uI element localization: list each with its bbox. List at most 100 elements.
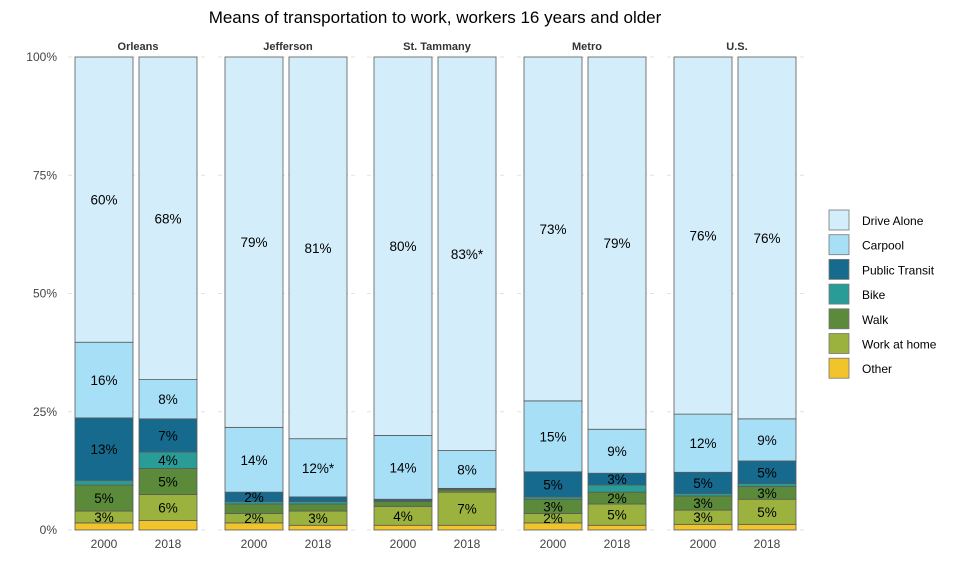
legend-label: Drive Alone [862,214,924,228]
data-label: 2% [244,511,264,526]
chart-title: Means of transportation to work, workers… [209,8,662,27]
legend-swatch [828,209,850,231]
legend-label: Carpool [862,239,904,253]
data-label: 3% [693,510,713,525]
x-tick-label: 2018 [604,537,631,551]
y-tick-label: 50% [33,287,57,301]
data-label: 3% [693,496,713,511]
data-label: 9% [607,444,627,459]
data-label: 4% [393,509,413,524]
x-tick-label: 2000 [241,537,268,551]
data-label: 12% [689,436,716,451]
data-label: 12%* [302,461,335,476]
bar-segment-drive-alone [224,56,284,428]
legend-item-public-transit: Public Transit [828,258,935,280]
x-tick-label: 2000 [540,537,567,551]
data-label: 3% [308,511,328,526]
bar-segment-walk [373,501,433,507]
data-label: 4% [158,453,178,468]
data-label: 3% [543,499,563,514]
data-label: 13% [90,442,117,457]
legend-swatch [828,234,850,256]
panel-title: Metro [572,41,602,53]
data-label: 76% [753,231,780,246]
data-label: 3% [607,472,627,487]
bar-segment-walk [224,503,284,514]
bar-segment-bike [74,479,134,486]
data-label: 83%* [451,247,484,262]
data-label: 5% [757,505,777,520]
legend-label: Walk [862,313,889,327]
data-label: 15% [539,429,566,444]
data-label: 7% [158,428,178,443]
data-label: 3% [757,486,777,501]
y-axis: 0% 25% 50% 75% 100% [26,50,57,537]
panel-orleans: Orleans 3% 5% 13% 16% 60% 2000 6% 5% 4% 7% 8% 68% 201… [74,41,198,551]
bar-segment-drive-alone [288,56,348,440]
x-tick-label: 2000 [390,537,417,551]
data-label: 3% [94,510,114,525]
bar-segment-drive-alone [737,56,797,420]
legend-item-carpool: Carpool [828,234,904,256]
legend-label: Work at home [862,338,937,352]
data-label: 80% [389,239,416,254]
x-tick-label: 2000 [690,537,717,551]
bar-segment-carpool [737,418,797,462]
legend-item-other: Other [828,357,892,379]
x-tick-label: 2018 [305,537,332,551]
data-label: 2% [543,511,563,526]
bar-segment-drive-alone [74,56,134,343]
bar-segment-carpool [288,438,348,498]
legend: Drive Alone Carpool Public Transit Bike Walk… [828,209,937,379]
bar-segment-carpool [373,434,433,500]
data-label: 79% [603,236,630,251]
bar-segment-walk [138,468,198,495]
bar-segment-carpool [138,379,198,420]
data-label: 8% [457,462,477,477]
legend-item-bike: Bike [828,283,886,305]
bar-segment-work-at-home [138,494,198,521]
legend-swatch [828,258,850,280]
data-label: 76% [689,229,716,244]
legend-swatch [828,333,850,354]
bar-segment-work-at-home [737,498,797,525]
legend-label: Other [862,362,892,376]
data-label: 16% [90,373,117,388]
panel-st-tammany: St. Tammany 4% 14% 80% 2000 7% 8% 83%* 2018 [373,41,497,551]
data-label: 81% [304,241,331,256]
bar-segment-drive-alone [138,56,198,380]
y-tick-label: 75% [33,168,57,182]
data-label: 2% [244,490,264,505]
legend-swatch [828,283,850,305]
data-label: 5% [543,477,563,492]
data-label: 8% [158,392,178,407]
data-label: 60% [90,193,117,208]
panel-title: Jefferson [263,41,313,53]
bar-segment-carpool [74,341,134,419]
x-tick-label: 2018 [155,537,182,551]
bar-segment-other [437,524,497,531]
x-tick-label: 2018 [754,537,781,551]
bar-segment-carpool [224,426,284,493]
data-label: 68% [154,211,181,226]
data-label: 5% [158,475,178,490]
panel-title: Orleans [118,41,159,53]
x-tick-label: 2018 [454,537,481,551]
data-label: 7% [457,502,477,517]
bar-segment-public-transit [138,418,198,453]
bar-segment-work-at-home [437,491,497,526]
data-label: 79% [240,235,267,250]
bar-segment-drive-alone [587,56,647,430]
panel-jefferson: Jefferson 2% 2% 14% 79% 2000 3% 12%* 81% 2018 [224,41,348,551]
bar-segment-carpool [673,413,733,473]
bar-segment-drive-alone [673,56,733,415]
panels: Orleans 3% 5% 13% 16% 60% 2000 6% 5% 4% 7% 8% 68% 201… [74,41,797,551]
y-tick-label: 100% [26,50,57,64]
data-label: 5% [757,465,777,480]
data-label: 14% [389,460,416,475]
bar-segment-bike [737,483,797,487]
data-label: 73% [539,222,566,237]
